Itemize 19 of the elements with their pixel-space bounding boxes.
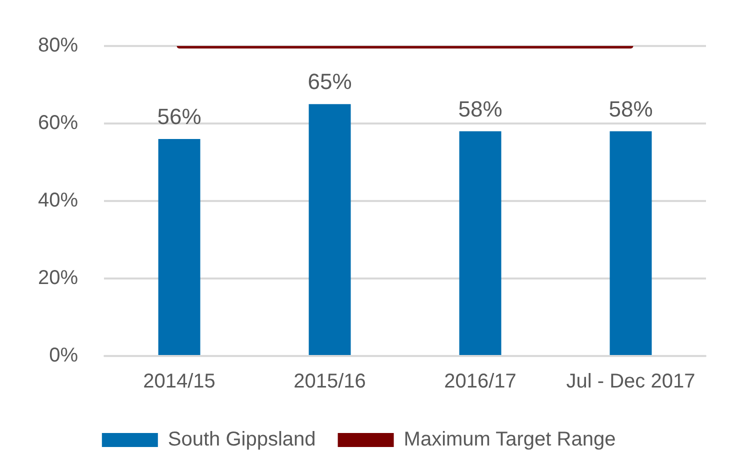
y-tick-label: 40% <box>38 190 78 212</box>
y-tick-label: 0% <box>49 344 78 367</box>
bar <box>308 104 351 355</box>
data-label: 65% <box>308 69 352 94</box>
y-tick-label: 20% <box>38 267 78 290</box>
bar <box>610 131 652 355</box>
x-tick-label: 2014/15 <box>143 370 216 393</box>
data-label: 58% <box>458 96 502 122</box>
x-tick-label: 2015/16 <box>294 370 366 393</box>
legend-label: Maximum Target Range <box>404 428 616 451</box>
data-label: 56% <box>157 104 202 130</box>
x-tick-label: Jul - Dec 2017 <box>566 370 696 393</box>
x-tick-label: 2016/17 <box>444 370 516 393</box>
bar <box>459 131 502 355</box>
y-tick-label: 60% <box>38 112 78 134</box>
y-tick-label: 80% <box>38 34 78 57</box>
bar <box>158 139 200 355</box>
data-label: 58% <box>608 96 653 122</box>
legend-label: South Gippsland <box>168 428 316 451</box>
